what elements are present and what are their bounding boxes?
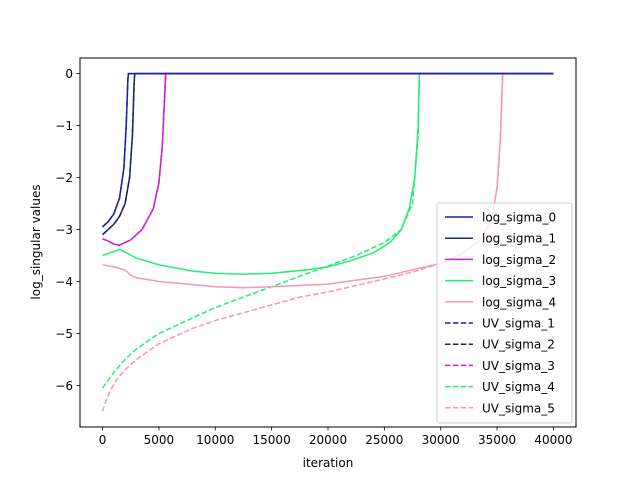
legend-label: UV_sigma_5 [482,401,555,415]
legend-label: log_sigma_1 [482,232,556,246]
x-tick-label: 5000 [144,433,175,447]
legend: log_sigma_0 log_sigma_1 log_sigma_2 log_sig… [436,202,573,424]
x-axis: 0 5000 10000 15000 20000 25000 30000 35000 40000 [99,427,573,447]
x-tick-label: 25000 [365,433,403,447]
series-log-sigma-3 [102,72,554,275]
x-axis-label: iteration [303,456,354,470]
y-tick-label: −3 [55,223,73,237]
legend-label: log_sigma_3 [482,274,556,288]
y-tick-label: 0 [65,67,73,81]
y-axis: 0 −1 −2 −3 −4 −5 −6 [55,67,80,393]
x-tick-label: 40000 [534,433,572,447]
legend-label: UV_sigma_1 [482,317,555,331]
legend-label: log_sigma_2 [482,253,556,267]
x-tick-label: 20000 [309,433,347,447]
series-log-sigma-4 [102,72,554,289]
x-tick-label: 35000 [478,433,516,447]
legend-box [436,202,573,424]
y-axis-label: log_singular values [29,184,43,299]
series-log-sigma-0 [101,72,554,228]
y-tick-label: −2 [55,171,73,185]
legend-label: UV_sigma_3 [482,359,555,373]
y-tick-label: −1 [55,119,73,133]
x-tick-label: 30000 [422,433,460,447]
y-tick-label: −6 [55,379,73,393]
y-tick-label: −5 [55,327,73,341]
series-UV-sigma-4 [101,72,554,389]
x-tick-label: 15000 [253,433,291,447]
legend-label: log_sigma_4 [482,295,556,309]
legend-label: UV_sigma_4 [482,380,555,394]
x-tick-label: 10000 [196,433,234,447]
y-tick-label: −4 [55,275,73,289]
legend-label: log_sigma_0 [482,211,556,225]
series-log-sigma-2 [102,72,554,246]
x-tick-label: 0 [99,433,107,447]
legend-label: UV_sigma_2 [482,338,555,352]
series-log-sigma-1 [101,72,554,236]
plot-area [101,72,554,412]
